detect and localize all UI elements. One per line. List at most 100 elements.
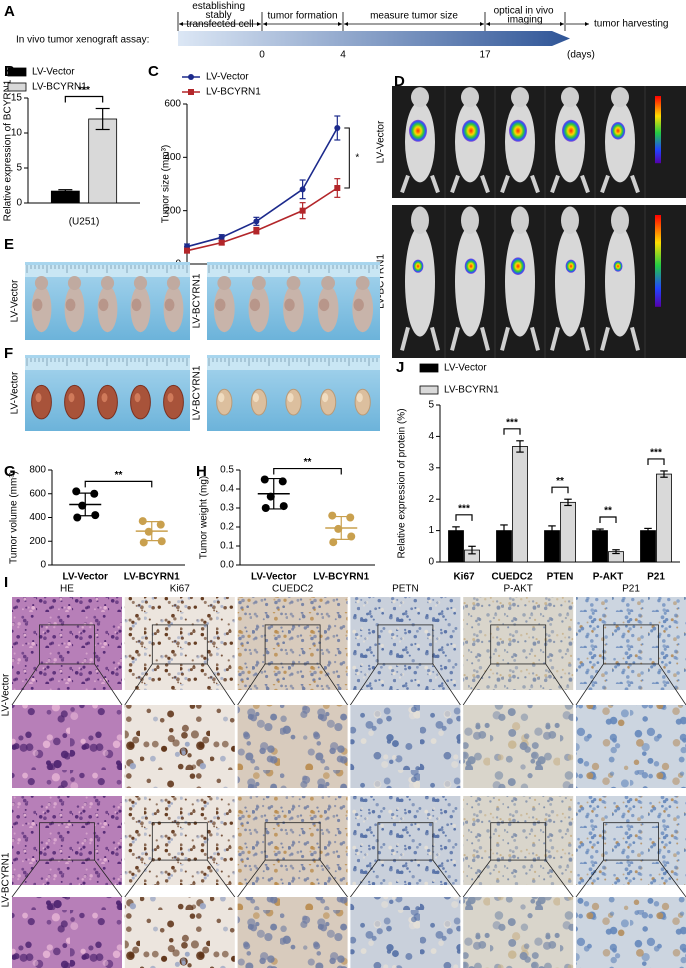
ihc-image [576, 597, 686, 690]
point [218, 239, 225, 246]
tumor [31, 384, 52, 420]
panel-label: D [394, 73, 405, 90]
zoom-line [658, 663, 686, 706]
zoom-box [39, 822, 95, 861]
point [91, 511, 100, 520]
tumors-photo [25, 355, 190, 431]
zoom-box [490, 822, 547, 861]
point [157, 537, 166, 546]
tumor [32, 298, 43, 312]
error-bar [660, 470, 668, 478]
timeline-arrow [178, 31, 570, 46]
column-header: PETN [392, 584, 419, 595]
mouse-legs [550, 326, 590, 351]
ihc-image [463, 796, 574, 885]
text-line: optical in vivo [494, 5, 557, 16]
zoom-box [490, 624, 547, 665]
y-tick-label: 400 [164, 152, 181, 163]
group-label: LV-Vector [10, 279, 21, 322]
row-label: LV-BCYRN1 [376, 254, 387, 309]
legend-swatch [7, 67, 27, 77]
error-bar [58, 189, 73, 194]
mouse-legs [400, 326, 440, 351]
mouse-head [411, 87, 429, 108]
signal [510, 257, 526, 276]
legend-label: LV-BCYRN1 [444, 385, 499, 396]
point [253, 227, 260, 234]
column-header: P21 [622, 584, 640, 595]
imaging-photo [392, 86, 686, 198]
day-label: 17 [479, 50, 491, 61]
tumor [216, 388, 233, 416]
legend-swatch [419, 363, 439, 373]
y-tick-label: 0.2 [220, 522, 234, 533]
row-label: LV-Vector [1, 673, 12, 716]
point [78, 501, 87, 510]
significance-bracket [344, 127, 350, 189]
text-line: transfected cell [186, 19, 253, 30]
point [188, 74, 194, 80]
color-scale [655, 215, 661, 307]
y-axis-label: Tumor volume (mm³) [9, 471, 20, 564]
zoom-box [264, 822, 321, 861]
zoom-box [264, 624, 321, 665]
mouse-body [455, 101, 485, 183]
mouse-body [163, 285, 184, 333]
zoom-line [11, 859, 40, 898]
tumor-highlight [218, 393, 225, 403]
ihc-image [237, 705, 348, 788]
zoom-line [237, 859, 266, 898]
column-header: CUEDC2 [272, 584, 314, 595]
imaging-photo [392, 205, 686, 358]
x-tick-label: LV-Vector [251, 572, 296, 583]
zoom-line [206, 663, 236, 706]
mice-photo [207, 262, 380, 340]
mouse-legs [400, 174, 440, 194]
day-label: 0 [259, 50, 265, 61]
panel-label: J [396, 359, 404, 376]
point [279, 502, 288, 511]
zoom-line [206, 859, 236, 898]
zoom-line [462, 859, 492, 898]
mouse-head [511, 87, 529, 108]
timeline-title: In vivo tumor xenograft assay: [16, 35, 149, 46]
bar [448, 530, 464, 563]
zoom-line [94, 663, 123, 706]
mouse-body [455, 226, 485, 337]
y-tick-label: 3 [428, 462, 434, 473]
significance-label: *** [650, 448, 662, 459]
zoom-box [603, 822, 659, 861]
group-label: LV-BCYRN1 [192, 273, 203, 328]
ihc-image [124, 897, 235, 968]
mouse-head [355, 276, 370, 291]
y-tick-label: 600 [164, 99, 181, 110]
ihc-image [237, 796, 348, 885]
point [90, 489, 99, 498]
signal [412, 259, 424, 273]
zoom-line [11, 663, 40, 706]
ihc-image [12, 705, 122, 788]
tumor [249, 298, 261, 312]
signal [509, 119, 527, 142]
zoom-line [350, 663, 379, 706]
error-bar [596, 528, 604, 533]
significance-bracket [455, 514, 473, 521]
mouse-body [505, 226, 535, 337]
point [299, 186, 306, 193]
row-label: LV-Vector [376, 120, 387, 163]
x-tick-label: LV-BCYRN1 [313, 572, 369, 583]
column-header: P-AKT [503, 584, 532, 595]
zoom-line [545, 859, 574, 898]
point [299, 207, 306, 214]
error-bar [644, 527, 652, 534]
mouse-head [286, 276, 301, 291]
tumor [65, 298, 76, 312]
mouse-legs [550, 174, 590, 194]
mouse-body [405, 101, 435, 183]
zoom-line [545, 663, 574, 706]
tumor [163, 384, 184, 420]
legend-label: LV-Vector [206, 72, 249, 83]
y-tick-label: 0.0 [220, 560, 234, 571]
signal [613, 260, 623, 272]
point [334, 524, 343, 533]
